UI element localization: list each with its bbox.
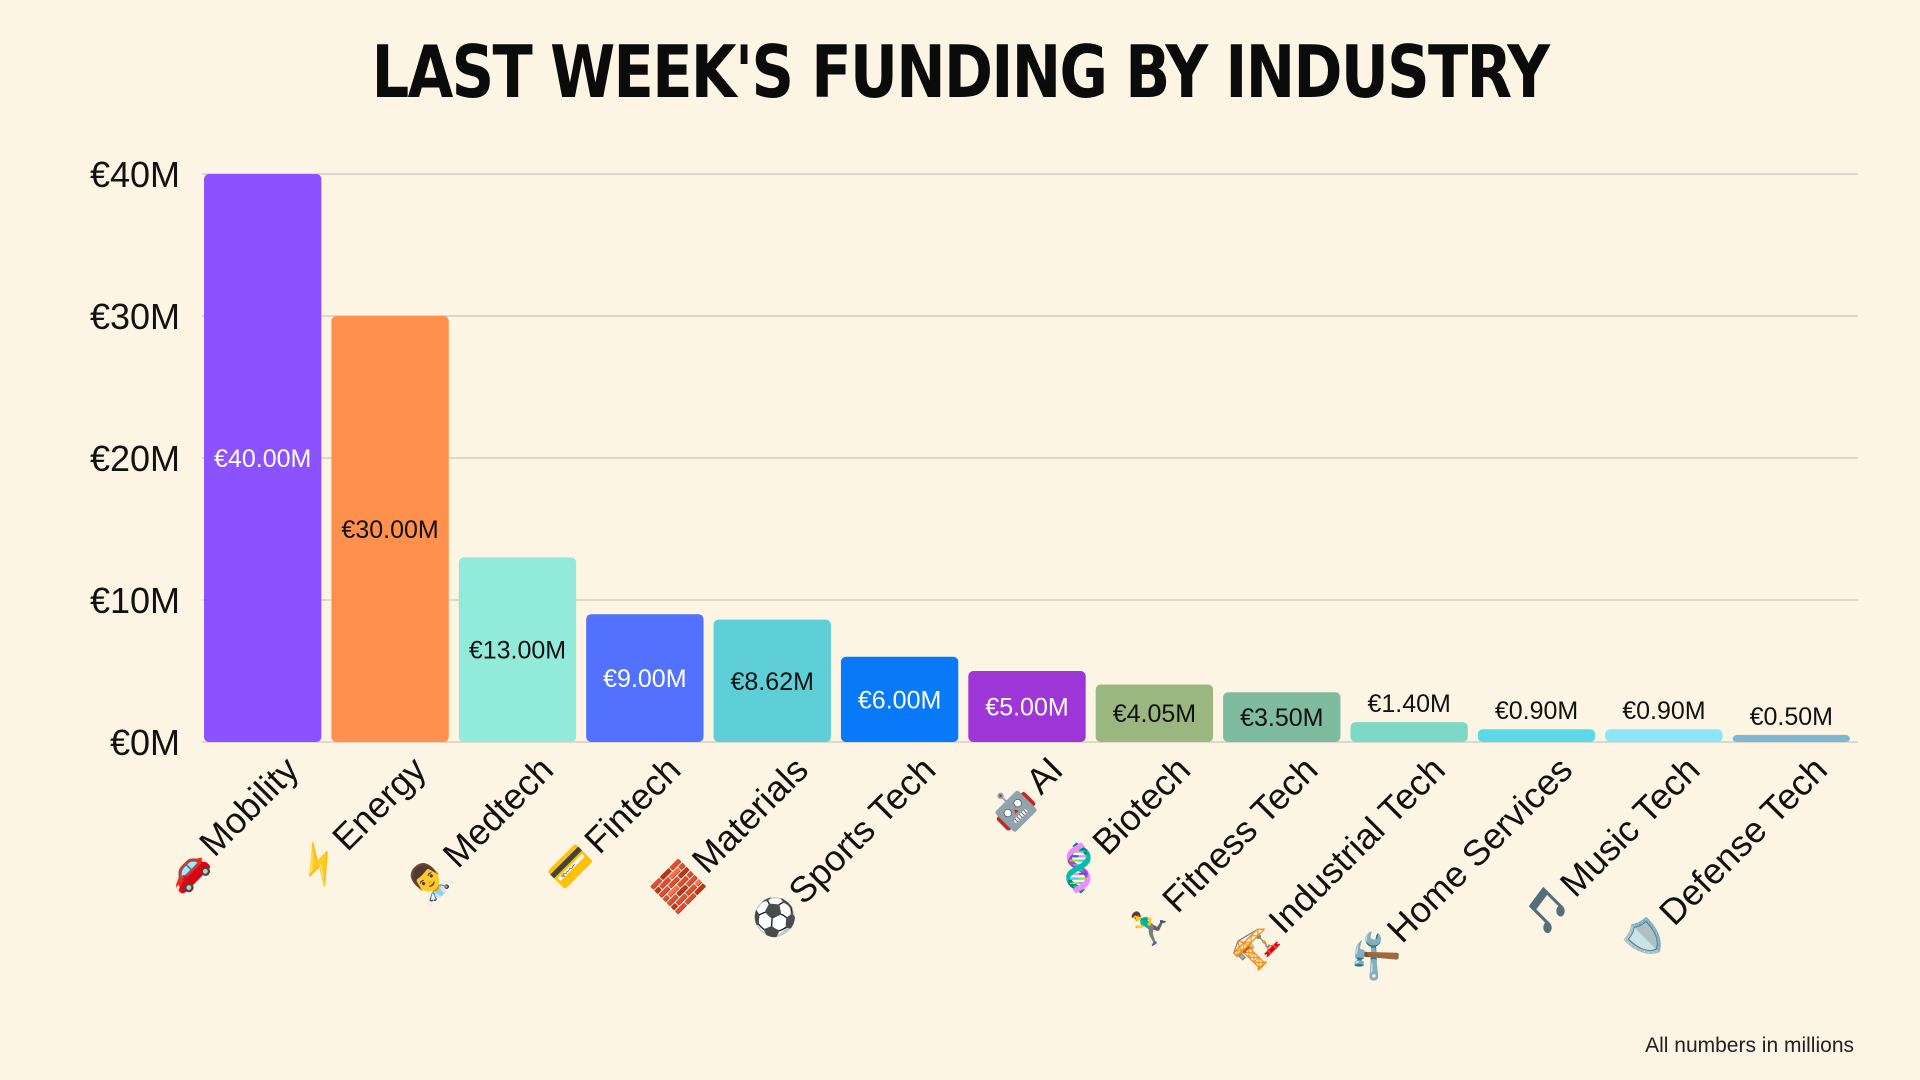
bar — [968, 671, 1086, 742]
y-tick-label: €40M — [90, 154, 180, 195]
category-name: Fintech — [576, 749, 688, 861]
bar — [1350, 722, 1468, 742]
value-label: €9.00M — [603, 665, 686, 693]
bar — [204, 174, 322, 742]
category-label: 🚗Mobility — [155, 749, 306, 900]
bars — [204, 174, 1850, 742]
value-label: €6.00M — [858, 686, 941, 714]
category-name: Mobility — [191, 749, 306, 864]
chart-title: LAST WEEK'S FUNDING BY INDUSTRY — [371, 30, 1550, 114]
bar — [1095, 684, 1214, 742]
value-label: €40.00M — [214, 445, 311, 473]
category-label: 🛠️Home Services — [1342, 748, 1580, 986]
bar — [713, 619, 831, 742]
category-name: Medtech — [434, 749, 561, 876]
value-label: €5.00M — [985, 694, 1068, 722]
footnote: All numbers in millions — [1645, 1034, 1854, 1057]
grid-lines — [202, 173, 1858, 743]
bar — [840, 656, 959, 742]
category-name: Energy — [324, 749, 434, 859]
bar — [1605, 729, 1723, 742]
value-label: €0.90M — [1495, 697, 1578, 725]
value-label: €4.05M — [1113, 700, 1196, 728]
bar — [331, 316, 449, 742]
bar — [1477, 729, 1596, 742]
value-label: €0.50M — [1750, 703, 1833, 731]
bar — [458, 557, 577, 742]
category-name: Biotech — [1084, 749, 1198, 863]
y-axis-ticks: €0M €10M €20M €30M €40M — [90, 154, 180, 763]
value-label: €3.50M — [1240, 704, 1323, 732]
value-label: €30.00M — [341, 516, 438, 544]
y-tick-label: €10M — [90, 580, 180, 621]
bar — [1732, 734, 1850, 742]
y-tick-label: €30M — [90, 296, 180, 337]
bar — [586, 614, 704, 742]
category-label: 🤖AI — [982, 749, 1071, 838]
value-label: €8.62M — [731, 668, 814, 696]
y-tick-label: €0M — [110, 722, 180, 763]
bar — [1223, 692, 1341, 742]
y-tick-label: €20M — [90, 438, 180, 479]
category-name: Materials — [684, 749, 816, 881]
value-label: €1.40M — [1367, 690, 1450, 718]
value-label: €0.90M — [1622, 697, 1705, 725]
category-label: 🏗️Industrial Tech — [1224, 749, 1453, 978]
value-label: €13.00M — [469, 637, 566, 665]
value-labels: €40.00M €30.00M €13.00M €9.00M €8.62M €6.00M €… — [214, 445, 1833, 732]
category-labels: 🚗Mobility⚡Energy👨‍⚕️Medtech💳Fintech🧱Mate… — [155, 748, 1835, 987]
